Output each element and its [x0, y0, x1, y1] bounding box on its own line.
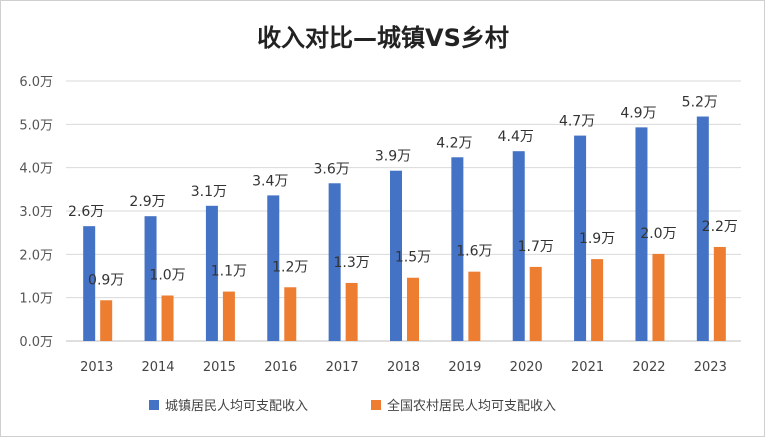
x-tick-label: 2020	[510, 360, 543, 375]
rural-data-label: 1.7万	[518, 239, 554, 255]
urban-data-label: 5.2万	[682, 95, 718, 111]
rural-data-label: 1.3万	[334, 255, 370, 271]
x-tick-label: 2023	[694, 360, 727, 375]
urban-bar	[267, 195, 280, 341]
rural-bar	[591, 259, 604, 341]
urban-data-label: 2.6万	[68, 204, 104, 220]
legend-label-rural: 全国农村居民人均可支配收入	[387, 398, 556, 414]
x-tick-label: 2017	[326, 360, 359, 375]
chart-title: 收入对比—城镇VS乡村	[257, 24, 509, 52]
urban-data-label: 4.2万	[436, 135, 472, 151]
legend-swatch-rural	[371, 400, 381, 410]
urban-bar	[144, 216, 157, 341]
urban-data-label: 4.9万	[620, 105, 656, 121]
rural-data-label: 1.9万	[579, 231, 615, 247]
urban-bar	[512, 151, 525, 341]
rural-bar	[713, 246, 726, 341]
bars: 2.6万 0.9万 2.9万 1.0万 3.1万 1.1万 3.4万 1.2万 3.6万 1.3万…	[68, 95, 738, 342]
urban-bar	[451, 157, 464, 341]
x-tick-label: 2015	[203, 360, 236, 375]
rural-bar	[468, 271, 481, 341]
y-tick-label: 2.0万	[19, 248, 53, 263]
urban-data-label: 3.6万	[314, 161, 350, 177]
rural-bar	[529, 266, 542, 341]
rural-data-label: 2.2万	[702, 219, 738, 235]
urban-bar	[635, 127, 648, 341]
rural-data-label: 2.0万	[640, 226, 676, 242]
rural-bar	[161, 295, 174, 341]
y-tick-label: 6.0万	[19, 75, 53, 90]
y-axis: 0.0万 1.0万 2.0万 3.0万 4.0万 5.0万 6.0万	[19, 75, 53, 350]
x-tick-label: 2019	[448, 360, 481, 375]
x-tick-label: 2013	[80, 360, 113, 375]
legend: 城镇居民人均可支配收入 全国农村居民人均可支配收入	[149, 398, 556, 414]
urban-data-label: 4.4万	[498, 129, 534, 145]
urban-bar	[205, 205, 218, 341]
rural-data-label: 0.9万	[88, 272, 124, 288]
gridlines	[66, 80, 741, 342]
x-tick-label: 2021	[571, 360, 604, 375]
x-tick-label: 2014	[141, 360, 174, 375]
legend-label-urban: 城镇居民人均可支配收入	[165, 399, 308, 414]
rural-data-label: 1.2万	[272, 259, 308, 275]
y-tick-label: 5.0万	[19, 118, 53, 133]
urban-bar	[83, 226, 96, 341]
urban-bar	[328, 183, 341, 341]
rural-bar	[100, 300, 113, 341]
rural-bar	[345, 282, 358, 341]
urban-data-label: 3.4万	[252, 173, 288, 189]
urban-data-label: 2.9万	[129, 194, 165, 210]
urban-data-label: 3.9万	[375, 149, 411, 165]
rural-bar	[652, 253, 665, 341]
rural-data-label: 1.1万	[211, 264, 247, 280]
rural-bar	[407, 277, 419, 341]
x-tick-label: 2016	[264, 360, 297, 375]
rural-data-label: 1.5万	[395, 250, 431, 266]
x-tick-label: 2018	[387, 360, 420, 375]
rural-bar	[222, 291, 235, 341]
y-tick-label: 1.0万	[19, 292, 53, 307]
y-tick-label: 4.0万	[19, 162, 53, 177]
urban-data-label: 3.1万	[191, 184, 227, 200]
rural-bar	[284, 287, 297, 341]
y-tick-label: 0.0万	[19, 335, 53, 350]
rural-data-label: 1.0万	[149, 268, 185, 284]
urban-bar	[574, 135, 587, 341]
x-axis: 2013 2014 2015 2016 2017 2018 2019 2020 2021 2022…	[80, 360, 727, 375]
urban-data-label: 4.7万	[559, 114, 595, 130]
y-tick-label: 3.0万	[19, 205, 53, 220]
urban-bar	[390, 170, 402, 341]
urban-bar	[696, 116, 709, 342]
legend-swatch-urban	[149, 400, 159, 410]
rural-data-label: 1.6万	[456, 244, 492, 260]
x-tick-label: 2022	[632, 360, 665, 375]
